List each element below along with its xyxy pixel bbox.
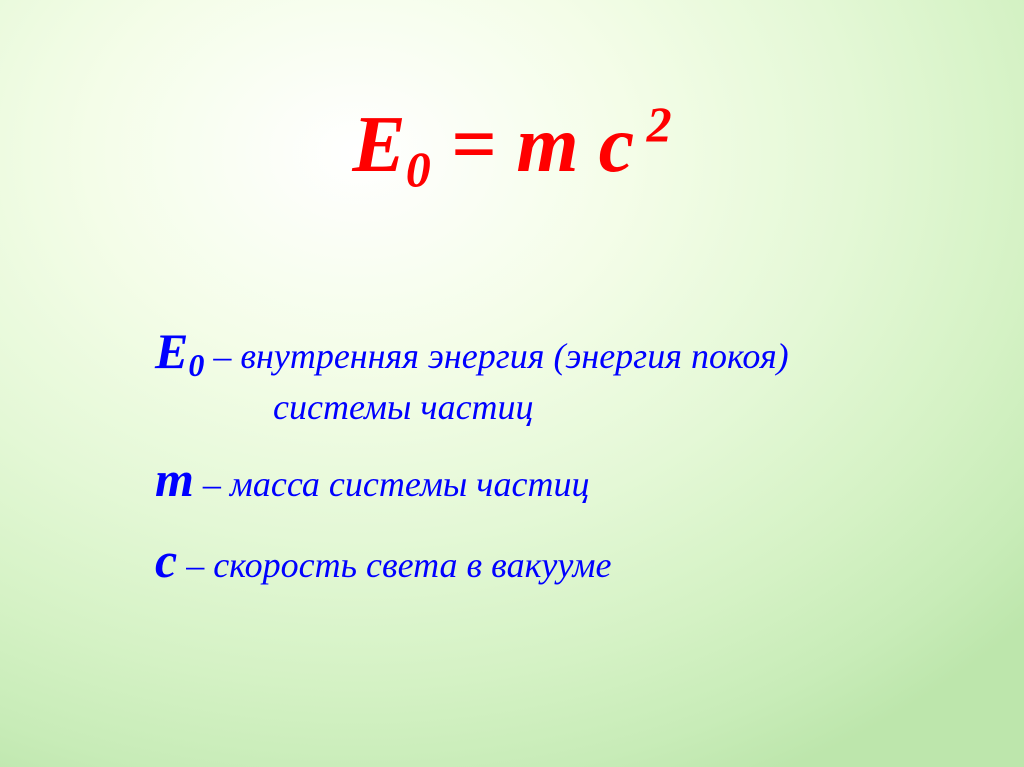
dash-m: – xyxy=(194,464,230,504)
formula-E: E xyxy=(352,101,405,189)
rest-energy-formula: E0 = m c 2 xyxy=(0,95,1024,198)
dash-c: – xyxy=(177,545,213,585)
symbol-E: E xyxy=(155,323,188,379)
formula-sup-2: 2 xyxy=(634,96,672,152)
text-E-line2: системы частиц xyxy=(273,385,915,430)
formula-equals: = xyxy=(431,101,517,189)
symbol-E-sub: 0 xyxy=(188,347,204,383)
text-E-line1: внутренняя энергия (энергия покоя) xyxy=(240,336,788,376)
symbol-c: c xyxy=(155,532,177,588)
formula-space xyxy=(579,101,599,189)
definition-c: c – скорость света в вакууме xyxy=(155,529,915,592)
definition-m: m – масса системы частиц xyxy=(155,448,915,511)
text-c: скорость света в вакууме xyxy=(213,545,611,585)
text-m: масса системы частиц xyxy=(230,464,590,504)
formula-c: c xyxy=(599,101,635,189)
symbol-m: m xyxy=(155,451,194,507)
formula-sub-0: 0 xyxy=(406,141,431,197)
definitions-block: E0 – внутренняя энергия (энергия покоя) … xyxy=(155,320,915,609)
definition-E0: E0 – внутренняя энергия (энергия покоя) … xyxy=(155,320,915,430)
dash-E: – xyxy=(204,336,240,376)
formula-m: m xyxy=(516,101,578,189)
